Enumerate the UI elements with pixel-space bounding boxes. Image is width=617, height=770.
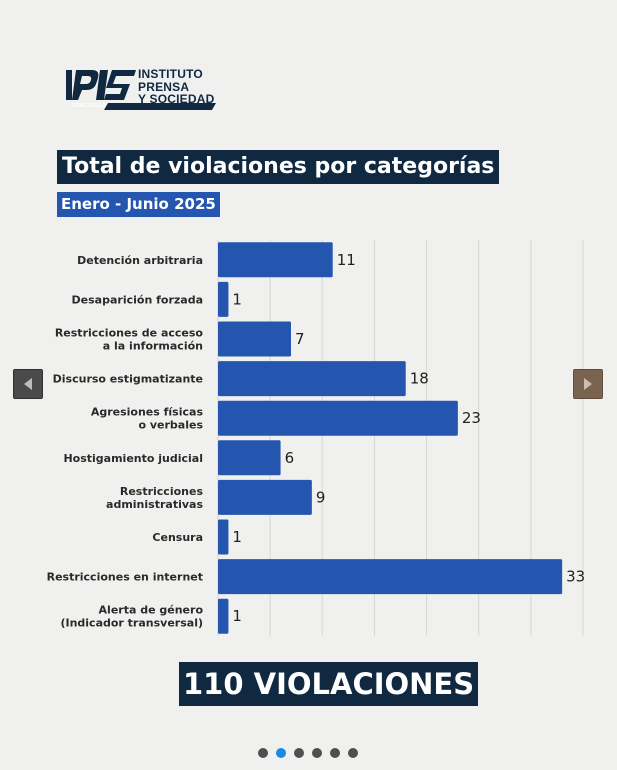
category-label: Censura [152,531,203,544]
next-slide-button[interactable] [573,369,603,399]
bar [218,440,281,476]
category-label: Discurso estigmatizante [53,373,203,386]
bar [218,242,333,278]
data-label: 6 [285,449,295,467]
ipys-logo-mark-icon [66,70,136,100]
data-label: 7 [295,330,305,348]
chevron-left-icon [24,378,32,390]
bar [218,598,229,634]
total-violations-label: 110 VIOLACIONES [179,662,479,706]
category-label: Restricciones de acceso a la información [55,327,204,353]
category-label: Alerta de género (Indicador transversal) [60,604,203,630]
category-label: Detención arbitraria [77,254,203,267]
logo: VENEZUELA INSTITUTO PRENSA Y SOCIEDAD [64,66,217,112]
logo-country: VENEZUELA [72,103,106,109]
logo-line-1: INSTITUTO [138,67,203,81]
category-label: Restricciones administrativas [106,485,203,511]
category-label: Hostigamiento judicial [63,452,203,465]
bar [218,321,291,357]
bar [218,281,229,317]
bar [218,361,406,397]
carousel-dot[interactable] [258,748,268,758]
bar [218,519,229,555]
category-label: Restricciones en internet [47,571,203,584]
chevron-right-icon [584,378,592,390]
carousel-pagination [258,748,358,758]
chart-subtitle: Enero - Junio 2025 [57,192,220,217]
data-label: 9 [316,488,326,506]
previous-slide-button[interactable] [13,369,43,399]
carousel-dot[interactable] [294,748,304,758]
chart-title: Total de violaciones por categorías [57,150,500,184]
bar [218,479,312,515]
data-label: 1 [232,528,242,546]
data-label: 1 [232,607,242,625]
category-label: Agresiones físicas o verbales [91,406,204,432]
data-label: 33 [566,568,585,586]
data-label: 23 [462,409,481,427]
carousel-dot[interactable] [312,748,322,758]
data-label: 1 [232,290,242,308]
carousel-dot[interactable] [348,748,358,758]
logo-line-2: PRENSA [138,79,190,94]
category-label: Desaparición forzada [72,293,203,306]
carousel-dot[interactable] [330,748,340,758]
logo-wordmark: INSTITUTO PRENSA Y SOCIEDAD [138,68,214,106]
logo-line-3: Y SOCIEDAD [138,92,215,106]
bar [218,400,458,436]
carousel-dot[interactable] [276,748,286,758]
data-label: 18 [410,370,429,388]
data-label: 11 [337,251,356,269]
bar [218,559,563,595]
